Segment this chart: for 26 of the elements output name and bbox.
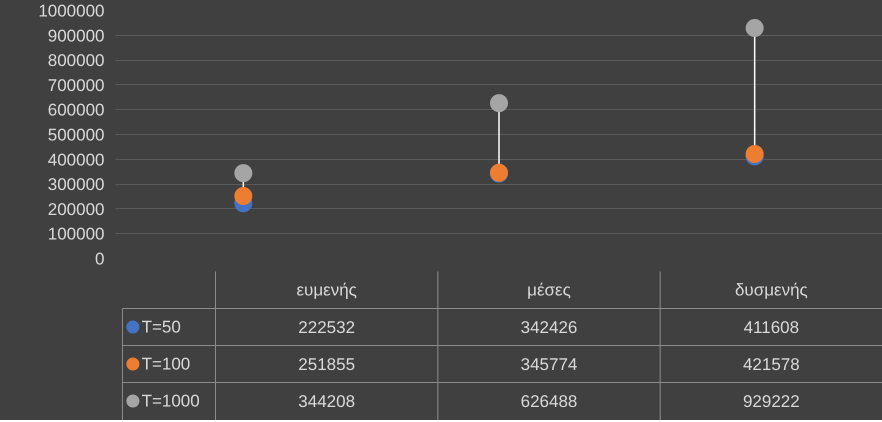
data-label: 929222 — [742, 392, 800, 411]
y-tick-label: 500000 — [48, 126, 105, 144]
data-label: 251855 — [298, 355, 356, 374]
legend-label: T=100 — [142, 354, 190, 374]
x-tick-label: δυσμενής — [734, 280, 808, 300]
data-label: 344208 — [298, 392, 356, 411]
y-tick-label: 1000000 — [38, 2, 105, 20]
y-tick-label: 800000 — [48, 51, 105, 70]
y-tick-label: 0 — [95, 250, 105, 268]
data-label: 626488 — [520, 392, 578, 411]
y-tick-label: 700000 — [48, 76, 105, 95]
data-label: 421578 — [742, 355, 800, 374]
y-tick-label: 300000 — [48, 175, 105, 194]
x-tick-label: μέσες — [527, 280, 571, 300]
y-tick-label: 400000 — [48, 150, 105, 170]
data-label: 411608 — [744, 318, 800, 337]
data-label: 345774 — [520, 355, 578, 374]
legend-label: T=50 — [142, 318, 181, 336]
legend-label: T=1000 — [142, 392, 200, 410]
data-label: 342426 — [520, 318, 578, 337]
x-tick-label: ευμενής — [296, 280, 357, 300]
y-tick-label: 200000 — [48, 200, 105, 219]
y-tick-label: 600000 — [48, 100, 105, 120]
data-label: 222532 — [298, 318, 356, 337]
y-tick-label: 100000 — [48, 224, 105, 244]
y-tick-label: 900000 — [48, 26, 105, 46]
